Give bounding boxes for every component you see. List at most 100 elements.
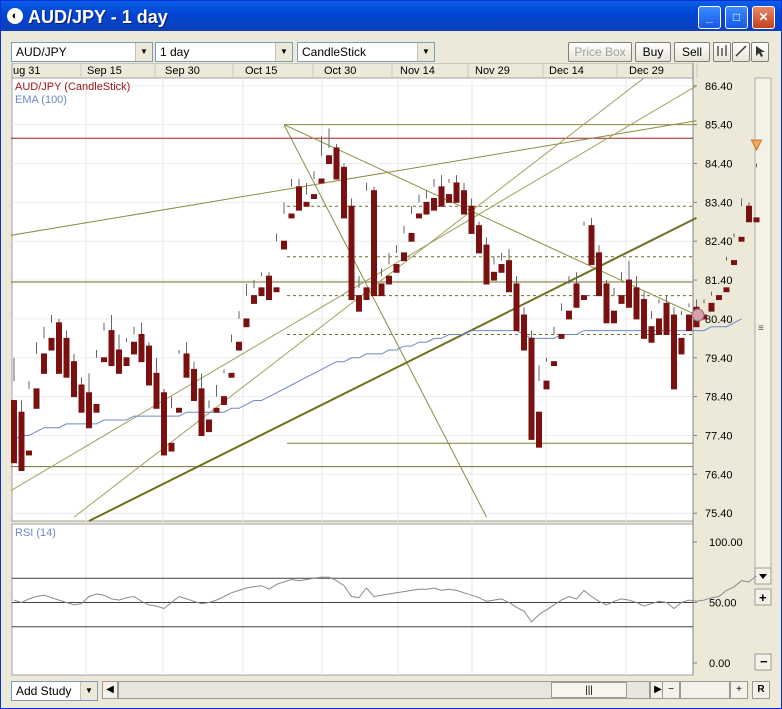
candle xyxy=(551,326,557,367)
chevron-down-icon[interactable]: ▼ xyxy=(275,43,292,61)
candle xyxy=(11,357,17,464)
candle xyxy=(153,357,160,409)
candle-body xyxy=(303,201,310,207)
candle xyxy=(641,291,647,339)
candle-body xyxy=(41,353,47,374)
candle xyxy=(78,377,85,413)
candle-body xyxy=(453,182,460,203)
horizontal-scrollbar[interactable]: ||| xyxy=(118,681,650,699)
trendline xyxy=(0,85,697,498)
candle-body xyxy=(596,252,602,297)
candle xyxy=(423,190,430,215)
candle-body xyxy=(626,279,632,308)
candle-body xyxy=(26,450,32,456)
candle-body xyxy=(288,213,295,219)
chevron-down-icon[interactable]: ▼ xyxy=(135,43,152,61)
candle-body xyxy=(423,201,430,215)
candle xyxy=(528,330,535,440)
candle-body xyxy=(468,205,475,234)
candle xyxy=(438,175,445,207)
arrow-icon[interactable] xyxy=(751,42,769,62)
candle xyxy=(753,163,760,223)
candle-body xyxy=(678,337,685,355)
trendline xyxy=(0,120,697,238)
candle xyxy=(671,307,677,390)
candle-body xyxy=(648,326,655,343)
candle xyxy=(476,221,482,254)
close-button[interactable]: ✕ xyxy=(752,6,775,29)
candle-body xyxy=(506,260,512,293)
chart-type-select[interactable]: CandleStick ▼ xyxy=(297,42,435,62)
candle xyxy=(731,233,737,266)
bar-chart-icon[interactable] xyxy=(713,42,731,62)
scroll-left-icon[interactable]: ◀ xyxy=(102,681,118,699)
candle xyxy=(566,276,572,320)
candle-body xyxy=(603,283,610,324)
candle xyxy=(663,295,670,335)
candle-body xyxy=(543,380,550,390)
candle-body xyxy=(566,310,572,320)
minimize-button[interactable]: _ xyxy=(698,6,721,29)
reset-button[interactable]: R xyxy=(752,681,770,699)
candle-body xyxy=(131,341,137,355)
candle-body xyxy=(671,314,677,390)
candle-body xyxy=(161,392,167,456)
zoom-out-button[interactable]: − xyxy=(662,681,680,699)
candle-body xyxy=(116,349,122,374)
date-tick-label: Oct 30 xyxy=(324,65,356,77)
legend-series-ema: EMA (100) xyxy=(15,94,67,106)
title-bar[interactable]: ◐ AUD/JPY - 1 day _ □ ✕ xyxy=(1,1,781,31)
candle xyxy=(341,163,347,219)
date-tick-label: Oct 15 xyxy=(245,65,277,77)
price-tick-label: 80.40 xyxy=(705,314,733,326)
sell-button[interactable]: Sell xyxy=(674,42,710,62)
candle xyxy=(251,280,257,304)
candle-body xyxy=(521,314,527,351)
trendline xyxy=(88,216,697,522)
candle xyxy=(453,175,460,203)
maximize-button[interactable]: □ xyxy=(725,6,748,29)
candle xyxy=(573,272,580,308)
candle xyxy=(678,311,685,355)
candle-body xyxy=(243,318,250,328)
add-study-select[interactable]: Add Study ▼ xyxy=(11,681,98,701)
price-tick-label: 85.40 xyxy=(705,120,733,132)
buy-button[interactable]: Buy xyxy=(635,42,671,62)
candle xyxy=(513,276,520,332)
candle-body xyxy=(183,353,190,378)
chevron-down-icon[interactable]: ▼ xyxy=(80,682,97,700)
candle-body xyxy=(258,287,265,297)
candle-body xyxy=(176,407,182,413)
candle xyxy=(161,388,167,456)
candle-body xyxy=(206,419,212,433)
candle xyxy=(33,342,40,409)
candle-body xyxy=(438,186,445,207)
price-tick-label: 82.40 xyxy=(705,236,733,248)
chart-area[interactable]: ug 31 Sep 15 Sep 30 Oct 15 Oct 30 Nov 14 Nov 2… xyxy=(0,62,772,680)
zoom-in-button[interactable]: + xyxy=(730,681,748,699)
zoom-track[interactable] xyxy=(680,681,730,699)
symbol-select[interactable]: AUD/JPY ▼ xyxy=(11,42,153,62)
price-box-button[interactable]: Price Box xyxy=(568,42,632,62)
period-select[interactable]: 1 day ▼ xyxy=(155,42,293,62)
candle xyxy=(558,303,565,339)
candle-body xyxy=(356,295,362,312)
rsi-expand-button xyxy=(754,588,772,606)
draw-line-icon[interactable] xyxy=(732,42,750,62)
candle-body xyxy=(656,318,662,335)
candle xyxy=(318,136,325,184)
chevron-down-icon[interactable]: ▼ xyxy=(417,43,434,61)
candle xyxy=(483,237,490,285)
date-tick-label: ug 31 xyxy=(13,65,41,77)
candle xyxy=(63,330,70,378)
candle-body xyxy=(213,407,220,413)
candle-body xyxy=(56,322,62,374)
price-chart-svg[interactable]: ug 31 Sep 15 Sep 30 Oct 15 Oct 30 Nov 14 Nov 2… xyxy=(0,62,772,680)
minus-icon: − xyxy=(760,654,768,669)
price-tick-label: 86.40 xyxy=(705,81,733,93)
bottom-bar: Add Study ▼ ◀ ||| ▶ − + R xyxy=(11,681,772,701)
scroll-thumb[interactable]: ||| xyxy=(551,682,627,698)
candle-body xyxy=(18,411,25,471)
candle xyxy=(656,299,662,335)
candle xyxy=(386,252,392,285)
